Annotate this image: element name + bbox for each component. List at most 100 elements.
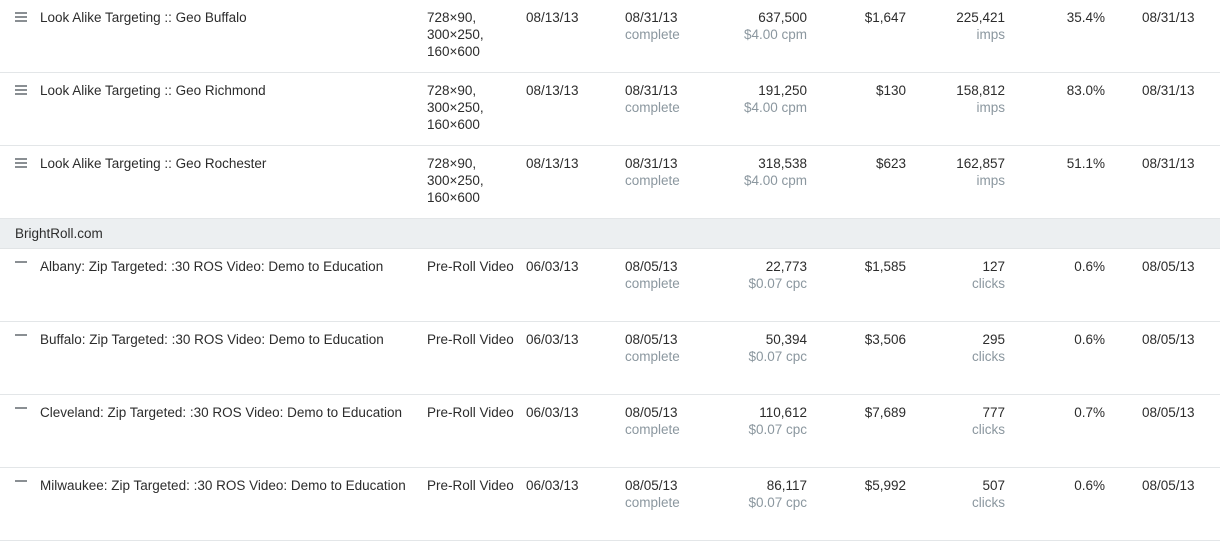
rate-text: $4.00 cpm: [743, 100, 807, 115]
last-date: 08/05/13: [1142, 405, 1195, 420]
minus-icon[interactable]: [15, 407, 27, 418]
line-item-name[interactable]: Look Alike Targeting :: Geo Buffalo: [40, 10, 247, 25]
last-date: 08/31/13: [1142, 83, 1195, 98]
booked-cell: 50,394 $0.07 cpc: [748, 331, 807, 365]
table-row: Look Alike Targeting :: Geo Buffalo 728×9…: [0, 0, 1220, 73]
delivery-percent: 35.4%: [1066, 10, 1105, 25]
end-date-cell: 08/31/13 complete: [625, 9, 680, 43]
ad-size-line: Pre-Roll Video: [427, 478, 514, 493]
ad-size-cell: Pre-Roll Video: [427, 477, 514, 494]
drag-handle-icon[interactable]: [15, 12, 27, 23]
line-item-name[interactable]: Milwaukee: Zip Targeted: :30 ROS Video: …: [40, 478, 406, 493]
line-item-name[interactable]: Buffalo: Zip Targeted: :30 ROS Video: De…: [40, 332, 384, 347]
rate-text: $0.07 cpc: [748, 422, 807, 437]
start-date: 08/13/13: [526, 83, 579, 98]
end-date: 08/05/13: [625, 405, 678, 420]
end-date: 08/05/13: [625, 478, 678, 493]
start-date: 06/03/13: [526, 405, 579, 420]
booked-quantity: 86,117: [766, 478, 807, 493]
rate-text: $4.00 cpm: [743, 27, 807, 42]
ad-size-line: 728×90,: [427, 83, 477, 98]
last-date: 08/05/13: [1142, 478, 1195, 493]
delivery-unit: clicks: [972, 422, 1005, 437]
line-item-name[interactable]: Look Alike Targeting :: Geo Richmond: [40, 83, 266, 98]
booked-quantity: 110,612: [759, 405, 807, 420]
end-date-cell: 08/31/13 complete: [625, 155, 680, 189]
end-date-cell: 08/31/13 complete: [625, 82, 680, 116]
delivery-unit: imps: [976, 27, 1005, 42]
delivery-percent: 83.0%: [1066, 83, 1105, 98]
table-row: Buffalo: Zip Targeted: :30 ROS Video: De…: [0, 322, 1220, 395]
delivered-cell: 127 clicks: [972, 258, 1005, 292]
status-text: complete: [625, 173, 680, 188]
rate-text: $4.00 cpm: [743, 173, 807, 188]
table-row: Milwaukee: Zip Targeted: :30 ROS Video: …: [0, 468, 1220, 541]
end-date: 08/31/13: [625, 83, 678, 98]
delivered-quantity: 158,812: [956, 83, 1005, 98]
delivered-cell: 295 clicks: [972, 331, 1005, 365]
start-date: 06/03/13: [526, 478, 579, 493]
delivered-cell: 158,812 imps: [956, 82, 1005, 116]
drag-handle-icon[interactable]: [15, 85, 27, 96]
ad-size-cell: 728×90, 300×250, 160×600: [427, 82, 484, 133]
minus-icon[interactable]: [15, 480, 27, 491]
ad-size-line: 728×90,: [427, 10, 477, 25]
delivered-quantity: 295: [982, 332, 1005, 347]
end-date-cell: 08/05/13 complete: [625, 331, 680, 365]
delivery-unit: imps: [976, 100, 1005, 115]
delivered-cell: 777 clicks: [972, 404, 1005, 438]
table-row: Cleveland: Zip Targeted: :30 ROS Video: …: [0, 395, 1220, 468]
delivered-quantity: 127: [982, 259, 1005, 274]
booked-quantity: 50,394: [765, 332, 807, 347]
delivered-cell: 507 clicks: [972, 477, 1005, 511]
end-date: 08/05/13: [625, 259, 678, 274]
start-date: 06/03/13: [526, 259, 579, 274]
ad-size-line: 300×250,: [427, 27, 484, 42]
delivery-percent: 0.6%: [1074, 332, 1105, 347]
line-item-name[interactable]: Albany: Zip Targeted: :30 ROS Video: Dem…: [40, 259, 384, 274]
delivered-cell: 225,421 imps: [956, 9, 1005, 43]
delivered-quantity: 225,421: [956, 10, 1005, 25]
line-item-name[interactable]: Cleveland: Zip Targeted: :30 ROS Video: …: [40, 405, 402, 420]
ad-size-line: 160×600: [427, 190, 480, 205]
start-date: 08/13/13: [526, 10, 579, 25]
delivered-quantity: 777: [982, 405, 1005, 420]
last-date: 08/31/13: [1142, 156, 1195, 171]
booked-cell: 318,538 $4.00 cpm: [744, 155, 807, 189]
cost-value: $623: [875, 156, 906, 171]
ad-size-line: Pre-Roll Video: [427, 332, 514, 347]
minus-icon[interactable]: [15, 261, 27, 272]
cost-value: $3,506: [864, 332, 906, 347]
booked-cell: 191,250 $4.00 cpm: [744, 82, 807, 116]
drag-handle-icon[interactable]: [15, 158, 27, 169]
cost-value: $1,585: [864, 259, 906, 274]
status-text: complete: [625, 27, 680, 42]
ad-size-line: Pre-Roll Video: [427, 259, 514, 274]
ad-size-line: 160×600: [427, 44, 480, 59]
booked-cell: 110,612 $0.07 cpc: [748, 404, 807, 438]
ad-size-cell: Pre-Roll Video: [427, 258, 514, 275]
booked-quantity: 318,538: [758, 156, 807, 171]
ad-size-line: Pre-Roll Video: [427, 405, 514, 420]
ad-size-cell: 728×90, 300×250, 160×600: [427, 155, 484, 206]
last-date: 08/05/13: [1142, 259, 1195, 274]
line-item-name[interactable]: Look Alike Targeting :: Geo Rochester: [40, 156, 267, 171]
cost-value: $130: [875, 83, 906, 98]
rate-text: $0.07 cpc: [748, 495, 807, 510]
ad-size-line: 728×90,: [427, 156, 477, 171]
delivery-unit: clicks: [972, 495, 1005, 510]
booked-cell: 22,773 $0.07 cpc: [748, 258, 807, 292]
last-date: 08/05/13: [1142, 332, 1195, 347]
booked-cell: 637,500 $4.00 cpm: [744, 9, 807, 43]
booked-quantity: 22,773: [765, 259, 807, 274]
status-text: complete: [625, 422, 680, 437]
minus-icon[interactable]: [15, 334, 27, 345]
cost-value: $1,647: [864, 10, 906, 25]
delivery-unit: clicks: [972, 349, 1005, 364]
rate-text: $0.07 cpc: [748, 349, 807, 364]
booked-quantity: 191,250: [758, 83, 807, 98]
delivery-percent: 0.6%: [1074, 259, 1105, 274]
end-date: 08/31/13: [625, 156, 678, 171]
start-date: 06/03/13: [526, 332, 579, 347]
